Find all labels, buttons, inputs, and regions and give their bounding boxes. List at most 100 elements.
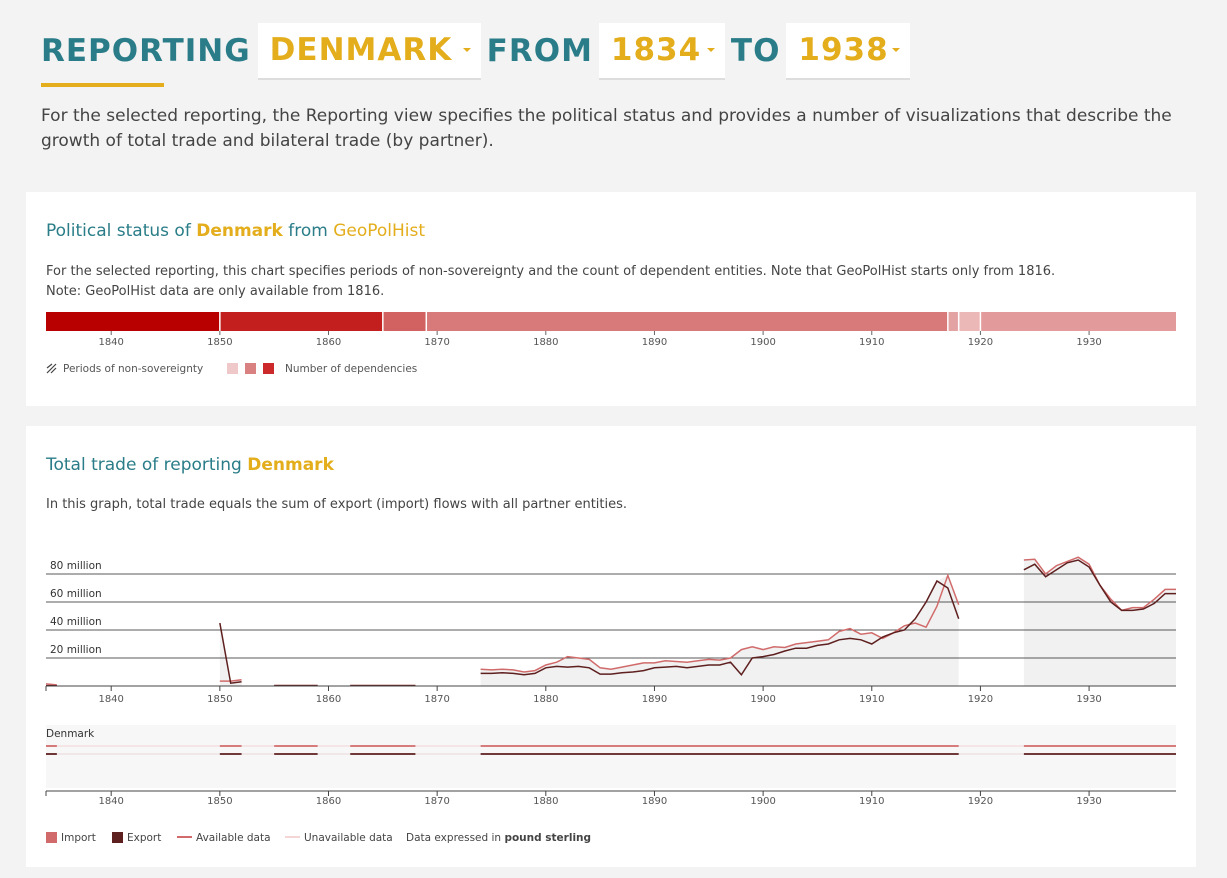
x-tick-label: 1930 (1076, 796, 1101, 807)
x-tick-label: 1880 (533, 694, 558, 705)
trade-area (480, 575, 959, 686)
x-tick-label: 1840 (98, 796, 123, 807)
import-line (480, 573, 960, 673)
trade-area (1023, 557, 1176, 686)
x-tick-label: 1850 (207, 337, 232, 348)
political-status-title: Political status of Denmark from GeoPolH… (46, 221, 425, 241)
legend-dependency-swatch (245, 363, 256, 374)
currency-note: Data expressed in pound sterling (406, 832, 591, 844)
title-mid: from (288, 221, 328, 241)
hatch-stroke (46, 363, 57, 374)
status-segment (382, 312, 427, 331)
political-status-card: Political status of Denmark from GeoPolH… (26, 192, 1196, 406)
chevron-down-icon (706, 47, 715, 52)
x-tick-label: 1850 (207, 796, 232, 807)
legend-nonsovereignty-label: Periods of non-sovereignty (63, 363, 203, 375)
country-select-value: DENMARK (269, 32, 453, 68)
x-tick-label: 1840 (98, 694, 123, 705)
title-prefix: Total trade of reporting (46, 455, 242, 475)
x-tick-label: 1880 (533, 796, 558, 807)
to-year-value: 1938 (798, 32, 889, 68)
x-tick-label: 1910 (859, 694, 884, 705)
x-tick-label: 1860 (316, 796, 341, 807)
x-tick-label: 1900 (750, 796, 775, 807)
legend-import-label: Import (61, 832, 96, 844)
x-tick-label: 1860 (316, 694, 341, 705)
from-year-select[interactable]: 1834 (598, 22, 725, 80)
x-tick-label: 1870 (424, 694, 449, 705)
status-segment (219, 312, 383, 331)
hatch-stroke (50, 367, 57, 374)
legend-available-label: Available data (196, 832, 271, 844)
availability-country-label: Denmark (46, 728, 95, 740)
x-tick-label: 1890 (642, 337, 667, 348)
x-tick-label: 1880 (533, 337, 558, 348)
country-select[interactable]: DENMARK (257, 22, 481, 80)
title-country: Denmark (196, 221, 283, 241)
to-year-select[interactable]: 1938 (786, 22, 911, 80)
total-trade-card: Total trade of reporting Denmark In this… (26, 426, 1196, 867)
title-country: Denmark (247, 455, 334, 475)
political-status-desc: For the selected reporting, this chart s… (46, 262, 1055, 302)
x-tick-label: 1850 (207, 694, 232, 705)
from-label: FROM (486, 33, 593, 69)
y-tick-label: 60 million (50, 588, 102, 600)
x-tick-label: 1920 (968, 337, 993, 348)
x-tick-label: 1890 (642, 796, 667, 807)
x-tick-label: 1870 (424, 796, 449, 807)
trade-area (219, 623, 242, 686)
x-tick-label: 1900 (750, 694, 775, 705)
reporting-header: REPORTING DENMARK FROM 1834 TO 1938 (41, 16, 916, 86)
export-line (480, 579, 960, 677)
legend-export-swatch (112, 832, 123, 843)
import-line (45, 683, 57, 686)
x-tick-label: 1930 (1076, 337, 1101, 348)
legend-import-swatch (46, 832, 57, 843)
currency-name: pound sterling (504, 832, 591, 844)
x-tick-label: 1910 (859, 337, 884, 348)
chevron-down-icon (462, 47, 471, 52)
legend-export-label: Export (127, 832, 161, 844)
currency-prefix: Data expressed in (406, 832, 504, 844)
title-prefix: Political status of (46, 221, 191, 241)
x-tick-label: 1920 (968, 796, 993, 807)
status-segment (46, 312, 220, 331)
total-trade-title: Total trade of reporting Denmark (46, 455, 334, 475)
export-line (219, 622, 242, 685)
x-tick-label: 1930 (1076, 694, 1101, 705)
political-status-chart: 1840 1850 1860 1870 1880 1890 1900 1910 1920 1930… (46, 312, 1176, 375)
hatch-stroke (46, 363, 53, 369)
legend-dependency-swatch (227, 363, 238, 374)
total-trade-chart: 20 million 40 million 60 million 80 million… (45, 556, 1176, 844)
x-tick-label: 1890 (642, 694, 667, 705)
x-tick-label: 1840 (98, 337, 123, 348)
desc-line-2: Note: GeoPolHist data are only available… (46, 284, 385, 299)
availability-strip (46, 725, 1176, 788)
status-segment (426, 312, 948, 331)
intro-text: For the selected reporting, the Reportin… (41, 106, 1172, 151)
hatch-icon (46, 363, 57, 374)
chevron-down-icon (892, 47, 901, 52)
x-tick-label: 1860 (316, 337, 341, 348)
x-tick-label: 1920 (968, 694, 993, 705)
status-segment (958, 312, 981, 331)
y-tick-label: 40 million (50, 616, 102, 628)
x-tick-label: 1900 (750, 337, 775, 348)
to-label: TO (730, 33, 781, 69)
status-segment (947, 312, 959, 331)
reporting-label: REPORTING (41, 33, 251, 69)
header-underline (41, 83, 164, 87)
total-trade-desc: In this graph, total trade equals the su… (46, 497, 628, 512)
legend-dependency-label: Number of dependencies (285, 363, 417, 375)
y-tick-label: 80 million (50, 560, 102, 572)
y-tick-label: 20 million (50, 644, 102, 656)
x-tick-label: 1910 (859, 796, 884, 807)
legend-dependency-swatch (263, 363, 274, 374)
x-tick-label: 1870 (424, 337, 449, 348)
export-line (1023, 559, 1176, 612)
legend-unavailable-label: Unavailable data (304, 832, 393, 844)
from-year-value: 1834 (610, 32, 702, 68)
desc-line-1: For the selected reporting, this chart s… (46, 264, 1056, 279)
geopolhist-link[interactable]: GeoPolHist (333, 221, 426, 241)
status-segment (980, 312, 1176, 331)
